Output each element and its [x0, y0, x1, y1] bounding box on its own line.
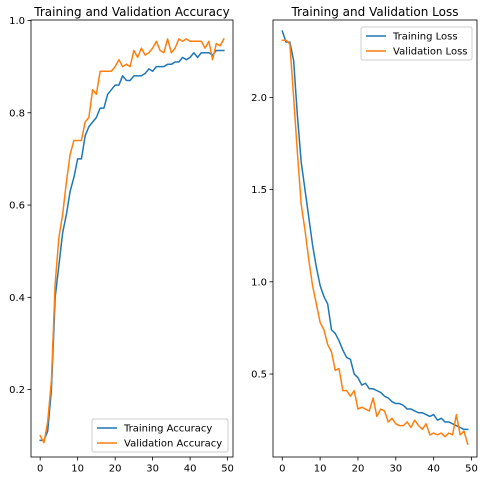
- loss-x-tick-label: 10: [314, 464, 327, 475]
- accuracy-series-validation-line: [39, 37, 225, 444]
- loss-chart-title: Training and Validation Loss: [291, 5, 459, 19]
- accuracy-y-tick-label: 0.6: [9, 201, 25, 212]
- loss-series-validation-line: [281, 39, 469, 446]
- loss-series-training-line: [281, 30, 469, 431]
- accuracy-panel: 0 10 20 30 40 50 0.2 0.4 0.6 0.8 1.0 Training and V…: [9, 5, 234, 475]
- loss-y-tick-label: 2.0: [251, 93, 267, 104]
- accuracy-legend-label-training: Training Accuracy: [123, 424, 212, 435]
- accuracy-series-training-line: [39, 49, 225, 442]
- accuracy-x-tick-label: 0: [37, 464, 43, 475]
- accuracy-x-tick-label: 10: [71, 464, 84, 475]
- loss-legend-label-training: Training Loss: [392, 32, 458, 43]
- accuracy-plot-frame: [30, 19, 234, 458]
- accuracy-x-tick-label: 40: [184, 464, 197, 475]
- loss-panel: 0 10 20 30 40 50 0.5 1.0 1.5 2.0 Training and Vali…: [251, 5, 478, 475]
- loss-x-tick-label: 20: [352, 464, 365, 475]
- accuracy-y-tick-label: 0.8: [9, 108, 25, 119]
- loss-plot-frame: [272, 19, 478, 458]
- accuracy-legend: Training Accuracy Validation Accuracy: [91, 418, 229, 453]
- loss-x-tick-label: 40: [427, 464, 440, 475]
- loss-legend-box: [360, 26, 473, 61]
- loss-x-tick-label: 0: [279, 464, 285, 475]
- accuracy-y-tick-label: 1.0: [9, 16, 25, 27]
- accuracy-x-tick-label: 30: [146, 464, 159, 475]
- loss-y-tick-label: 1.5: [251, 185, 267, 196]
- accuracy-y-tick-label: 0.4: [9, 293, 25, 304]
- accuracy-chart-title: Training and Validation Accuracy: [33, 5, 229, 19]
- loss-x-tick-label: 30: [389, 464, 402, 475]
- accuracy-legend-label-validation: Validation Accuracy: [124, 439, 222, 450]
- loss-legend: Training Loss Validation Loss: [360, 26, 473, 61]
- accuracy-legend-box: [91, 418, 229, 453]
- accuracy-x-tick-label: 20: [109, 464, 122, 475]
- loss-x-tick-label: 50: [465, 464, 478, 475]
- loss-y-tick-label: 1.0: [251, 277, 267, 288]
- accuracy-x-tick-label: 50: [221, 464, 234, 475]
- accuracy-y-tick-label: 0.2: [9, 385, 25, 396]
- loss-legend-label-validation: Validation Loss: [393, 47, 468, 58]
- loss-y-tick-label: 0.5: [251, 370, 267, 381]
